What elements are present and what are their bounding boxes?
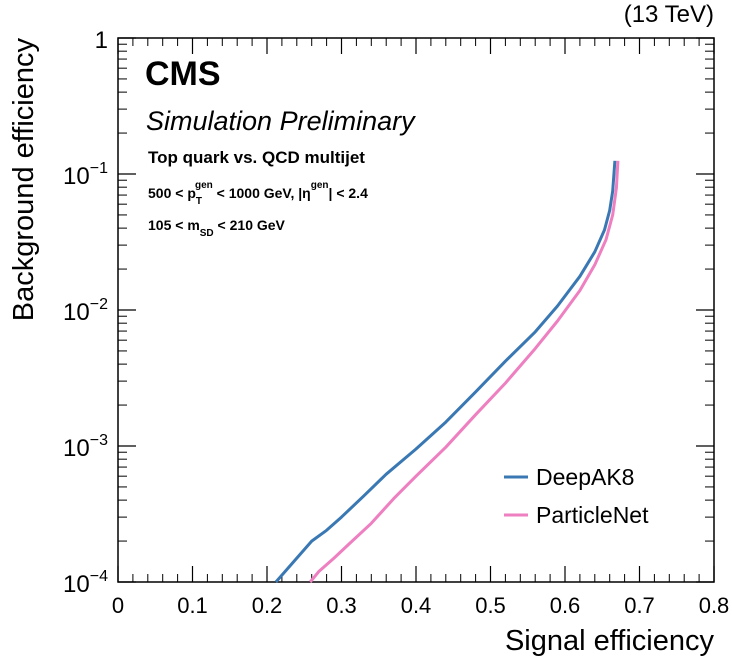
y-axis-title: Background efficiency — [8, 38, 40, 322]
x-tick-label: 0.1 — [177, 593, 208, 618]
y-tick-labels: 1 10−1 10−2 10−3 10−4 — [63, 27, 108, 598]
y-tick-label: 10−3 — [63, 432, 108, 462]
x-tick-label: 0.8 — [699, 593, 730, 618]
experiment-label: CMS — [145, 55, 221, 93]
x-tick-label: 0 — [112, 593, 124, 618]
x-tick-label: 0.7 — [624, 593, 655, 618]
subtitle-label: Simulation Preliminary — [146, 106, 416, 136]
legend-label-particlenet: ParticleNet — [536, 502, 649, 528]
selection-line-3: 105 < mSD < 210 GeV — [148, 217, 286, 239]
energy-label: (13 TeV) — [624, 1, 714, 28]
y-tick-label: 10−4 — [63, 568, 108, 598]
x-tick-labels: 0 0.1 0.2 0.3 0.4 0.5 0.6 0.7 0.8 — [112, 593, 729, 618]
series-line-deepak8 — [274, 160, 617, 583]
selection-line-2: 500 < pTgen < 1000 GeV, |ηgen| < 2.4 — [148, 180, 368, 207]
axis-ticks — [117, 37, 715, 583]
y-tick-label: 10−2 — [63, 296, 108, 326]
selection-line-1: Top quark vs. QCD multijet — [148, 148, 365, 167]
legend: DeepAK8 ParticleNet — [504, 464, 649, 528]
y-tick-label: 10−1 — [63, 160, 108, 190]
x-tick-label: 0.2 — [252, 593, 283, 618]
x-tick-label: 0.3 — [326, 593, 357, 618]
legend-label-deepak8: DeepAK8 — [536, 464, 634, 490]
x-tick-label: 0.6 — [550, 593, 581, 618]
x-axis-title: Signal efficiency — [505, 625, 715, 657]
x-tick-label: 0.5 — [475, 593, 506, 618]
x-tick-label: 0.4 — [401, 593, 432, 618]
series-line-particlenet — [309, 160, 620, 583]
y-tick-label: 1 — [95, 27, 108, 54]
data-curves — [274, 160, 620, 583]
